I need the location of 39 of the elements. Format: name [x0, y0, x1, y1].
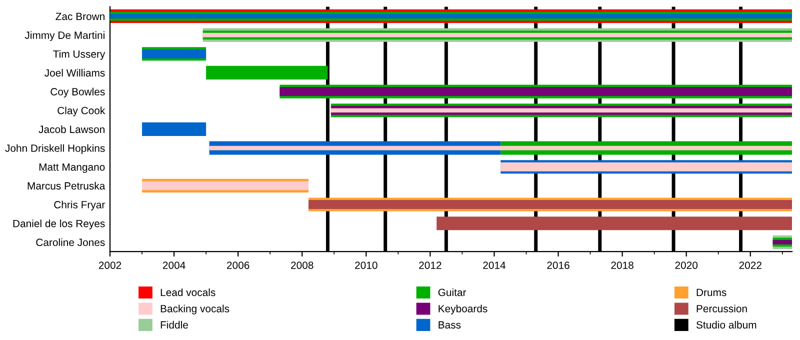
- y-tick-label: Jacob Lawson: [38, 125, 104, 134]
- y-tick-label: Joel Williams: [44, 68, 105, 77]
- bar: [202, 32, 792, 38]
- y-tick-label: Coy Bowles: [50, 88, 105, 98]
- legend-label: Drums: [696, 288, 726, 296]
- x-tick-label: 2004: [162, 262, 186, 269]
- legend-label: Keyboards: [438, 304, 488, 314]
- legend-label: Fiddle: [160, 320, 188, 329]
- y-tick-label: Chris Fryar: [54, 200, 105, 210]
- legend-label: Lead vocals: [160, 288, 216, 296]
- x-tick-label: 2014: [483, 262, 506, 269]
- bar: [280, 87, 792, 96]
- legend-label: Bass: [438, 321, 461, 329]
- x-tick-label: 2012: [419, 262, 442, 269]
- y-tick-label: Daniel de los Reyes: [13, 220, 105, 230]
- x-tick-label: 2018: [611, 262, 634, 269]
- y-tick-label: Matt Mangano: [39, 163, 105, 173]
- legend-label: Guitar: [438, 288, 466, 296]
- bar: [206, 66, 328, 80]
- x-tick-label: 2008: [291, 262, 314, 269]
- y-tick-label: Tim Ussery: [53, 50, 106, 60]
- bar: [330, 108, 792, 113]
- legend-label: Backing vocals: [160, 304, 230, 314]
- x-tick-label: 2016: [547, 262, 570, 269]
- y-tick-label: Zac Brown: [56, 12, 104, 20]
- x-tick-label: 2010: [355, 262, 378, 269]
- bar: [142, 122, 206, 136]
- x-tick-label: 2006: [227, 262, 250, 269]
- y-tick-label: Marcus Petruska: [28, 182, 106, 190]
- y-tick-label: Clay Cook: [58, 106, 106, 116]
- y-tick-label: Caroline Jones: [36, 238, 105, 246]
- legend-label: Studio album: [696, 320, 756, 329]
- y-tick-label: Jimmy De Martini: [24, 31, 104, 41]
- legend-label: Percussion: [696, 304, 747, 312]
- x-tick-label: 2022: [739, 262, 762, 269]
- x-tick-label: 2002: [98, 262, 122, 269]
- bar: [209, 146, 792, 150]
- x-tick-label: 2020: [675, 262, 698, 269]
- y-tick-label: John Driskell Hopkins: [5, 144, 105, 154]
